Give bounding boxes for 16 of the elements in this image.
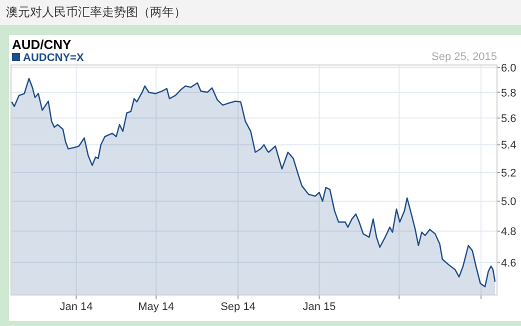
y-tick-label: 5.6: [501, 113, 516, 126]
x-tick-label: Jan 14: [60, 301, 93, 313]
y-tick-label: 5.8: [501, 87, 516, 100]
x-tick-label: Sep 14: [220, 301, 256, 313]
y-tick-label: 5.4: [501, 140, 516, 152]
y-tick-label: 5.2: [501, 167, 516, 180]
legend-label: AUDCNY=X: [23, 52, 84, 64]
y-tick-label: 5.0: [501, 196, 516, 208]
y-tick-label: 4.8: [501, 226, 516, 238]
text: Sep 25, 2015: [432, 51, 497, 63]
x-tick-label: Jan 15: [302, 301, 336, 313]
y-tick-label: 4.6: [501, 257, 516, 270]
chart-title: 澳元对人民币汇率走势图（两年）: [6, 5, 186, 19]
x-tick-label: May 14: [138, 301, 174, 313]
y-tick-label: 6.0: [501, 62, 516, 74]
chart-subtitle: AUD/CNY: [12, 37, 72, 52]
